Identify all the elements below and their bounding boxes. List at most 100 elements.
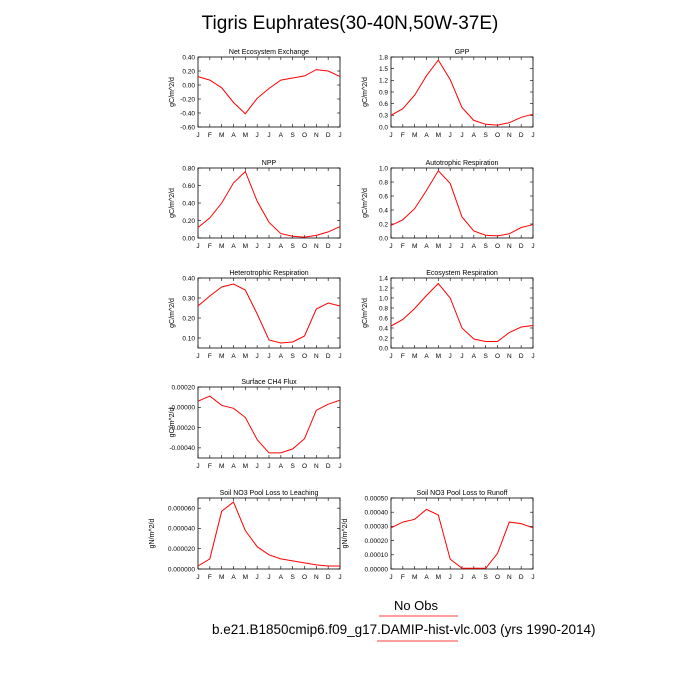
x-tick-label: M: [412, 243, 417, 250]
x-tick-label: A: [231, 463, 236, 470]
x-tick-label: D: [326, 353, 331, 360]
x-tick-label: M: [243, 574, 248, 581]
x-tick-label: S: [483, 243, 488, 250]
y-axis-label: gC/m^2/d: [169, 298, 176, 328]
x-tick-label: N: [314, 132, 319, 139]
x-tick-label: A: [279, 463, 284, 470]
y-tick-label: 0.00010: [365, 552, 389, 559]
y-tick-label: 0.000040: [168, 526, 195, 533]
panel-frame: [198, 387, 340, 458]
y-axis-label: gC/m^2/d: [362, 298, 369, 328]
y-tick-label: 0.40: [182, 200, 195, 207]
x-tick-label: J: [256, 243, 259, 250]
x-tick-label: A: [424, 243, 429, 250]
panel-frame: [391, 498, 533, 569]
x-tick-label: J: [267, 574, 270, 581]
x-tick-label: J: [196, 463, 199, 470]
y-axis-label: gC/m^2/d: [169, 77, 176, 107]
x-tick-label: A: [472, 574, 477, 581]
x-tick-label: S: [290, 132, 295, 139]
series-line: [198, 284, 340, 343]
series-line: [198, 396, 340, 453]
panel-frame: [391, 168, 533, 238]
case-prefix: b.e21.B1850cmip6.f09_g17.: [212, 622, 381, 637]
x-tick-label: J: [196, 574, 199, 581]
x-tick-label: J: [338, 463, 341, 470]
x-tick-label: D: [326, 463, 331, 470]
y-tick-label: 0.000060: [168, 505, 195, 512]
x-tick-label: A: [424, 132, 429, 139]
y-tick-label: 0.40: [182, 275, 195, 282]
x-tick-label: M: [243, 243, 248, 250]
x-tick-label: J: [267, 353, 270, 360]
legend-label: No Obs: [394, 598, 439, 613]
panel-title: Heterotrophic Respiration: [229, 270, 308, 277]
y-tick-label: 0.10: [182, 335, 195, 342]
y-tick-label: 0.8: [379, 305, 388, 312]
x-tick-label: F: [401, 132, 405, 139]
panel-title: NPP: [262, 160, 277, 167]
panel-title: Net Ecosystem Exchange: [229, 49, 309, 56]
y-tick-label: 1.2: [379, 285, 388, 292]
y-tick-label: 1.0: [379, 295, 388, 302]
case-suffix: DAMIP-hist-vlc.003 (yrs 1990-2014): [381, 622, 596, 637]
series-line: [391, 60, 533, 125]
panel-title: Surface CH4 Flux: [241, 379, 297, 386]
x-tick-label: J: [196, 243, 199, 250]
x-tick-label: J: [196, 353, 199, 360]
y-tick-label: -0.60: [180, 124, 195, 131]
y-tick-label: 0.00: [182, 82, 195, 89]
x-tick-label: A: [231, 243, 236, 250]
series-line: [198, 502, 340, 566]
y-tick-label: 0.00020: [365, 538, 389, 545]
y-tick-label: 0.0: [379, 124, 388, 131]
x-tick-label: S: [290, 243, 295, 250]
x-tick-label: J: [389, 574, 392, 581]
y-tick-label: -0.00040: [169, 445, 195, 452]
x-tick-label: J: [531, 353, 534, 360]
panel-title: Autotrophic Respiration: [426, 160, 499, 167]
x-tick-label: J: [256, 132, 259, 139]
panel-title: Soil NO3 Pool Loss to Leaching: [220, 490, 319, 497]
x-tick-label: F: [401, 243, 405, 250]
series-line: [198, 172, 340, 238]
x-tick-label: A: [472, 353, 477, 360]
y-axis-label: gC/m^2/d: [362, 77, 369, 107]
y-tick-label: 0.0: [379, 345, 388, 352]
x-tick-label: J: [531, 132, 534, 139]
x-tick-label: O: [302, 463, 307, 470]
y-tick-label: 1.5: [379, 66, 388, 73]
x-tick-label: M: [436, 132, 441, 139]
x-tick-label: O: [302, 132, 307, 139]
x-tick-label: M: [412, 132, 417, 139]
x-tick-label: A: [424, 353, 429, 360]
x-tick-label: M: [243, 132, 248, 139]
x-tick-label: N: [507, 132, 512, 139]
y-axis-label: gC/m^2/d: [362, 188, 369, 218]
y-tick-label: 1.2: [379, 78, 388, 85]
panel-frame: [391, 57, 533, 127]
y-tick-label: 0.6: [379, 315, 388, 322]
chart-panel: Soil NO3 Pool Loss to LeachingJ F M A M J J A S O…: [149, 490, 342, 581]
x-tick-label: N: [507, 353, 512, 360]
x-tick-label: J: [460, 243, 463, 250]
x-tick-label: O: [302, 353, 307, 360]
x-tick-label: J: [338, 132, 341, 139]
x-tick-label: J: [338, 574, 341, 581]
case-label: b.e21.B1850cmip6.f09_g17.DAMIP-hist-vlc.…: [212, 622, 595, 637]
y-tick-label: 0.00: [182, 235, 195, 242]
panel-frame: [198, 57, 340, 127]
x-tick-label: J: [449, 243, 452, 250]
x-tick-label: J: [267, 463, 270, 470]
x-tick-label: J: [256, 463, 259, 470]
x-tick-label: J: [196, 132, 199, 139]
y-tick-label: 0.9: [379, 89, 388, 96]
x-tick-label: J: [449, 574, 452, 581]
y-tick-label: 1.4: [379, 275, 388, 282]
